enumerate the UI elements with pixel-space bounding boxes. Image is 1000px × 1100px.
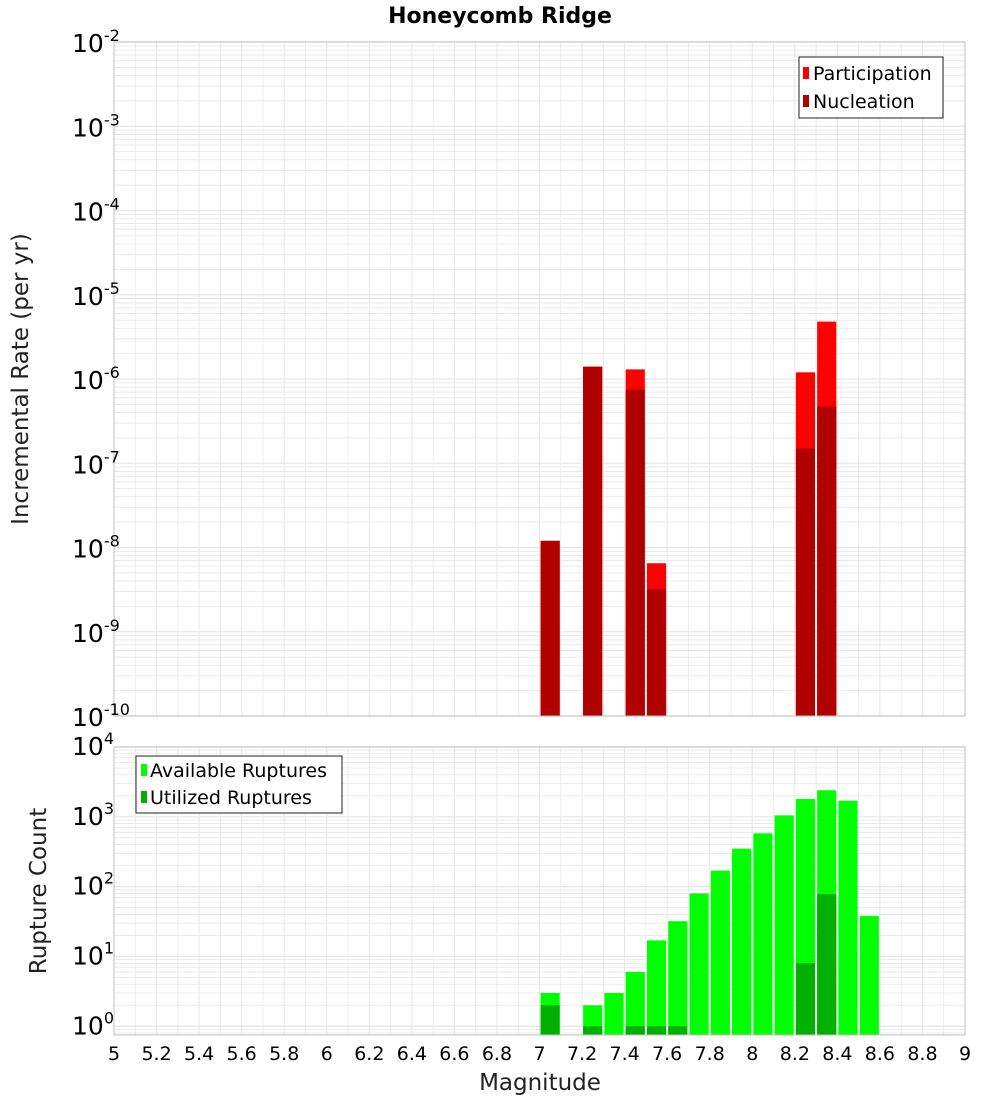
nucleation-bar — [540, 540, 560, 716]
y-tick-label: 10-5 — [72, 279, 120, 311]
x-tick-label: 5.4 — [184, 1043, 214, 1065]
x-tick-label: 8.6 — [865, 1043, 895, 1065]
utilized-bar — [583, 1026, 603, 1035]
x-tick-label: 6.6 — [439, 1043, 469, 1065]
utilized-bar — [795, 963, 816, 1035]
count-y-axis-label: Rupture Count — [26, 808, 52, 974]
available-bar — [859, 915, 879, 1035]
y-tick-label: 10-10 — [72, 700, 130, 732]
count-plot-frame — [113, 746, 966, 1036]
rate-legend-box — [798, 56, 944, 119]
rate-bars — [540, 321, 837, 716]
available-bar — [689, 893, 709, 1035]
count-y-tick-labels: 100 101 102 103 104 — [72, 729, 114, 1040]
rate-gridlines — [113, 41, 966, 717]
available-bar — [753, 833, 773, 1035]
y-tick-label: 10-8 — [72, 532, 120, 564]
participation-legend-label: Participation — [813, 63, 932, 85]
x-tick-label: 6.4 — [397, 1043, 427, 1065]
y-tick-label: 10-7 — [72, 447, 120, 479]
nucleation-bar — [583, 366, 603, 716]
nucleation-legend-swatch — [803, 95, 809, 107]
rate-y-axis-label: Incremental Rate (per yr) — [8, 233, 34, 525]
rate-legend: Participation Nucleation — [798, 56, 944, 119]
available-bar — [604, 992, 624, 1035]
magnitude-x-tick-labels: 5 5.2 5.4 5.6 5.8 6 6.2 6.4 6.6 6.8 7 7.2 7.4 7.6 7.8 8… — [108, 1043, 971, 1065]
nucleation-bar — [625, 389, 645, 716]
x-tick-label: 7.6 — [652, 1043, 682, 1065]
utilized-legend-swatch — [141, 791, 147, 803]
available-bar — [732, 848, 752, 1035]
x-tick-label: 5.6 — [227, 1043, 257, 1065]
x-tick-label: 8.2 — [780, 1043, 810, 1065]
y-tick-label: 104 — [72, 729, 114, 761]
x-tick-label: 6.8 — [482, 1043, 512, 1065]
count-legend-box — [135, 755, 343, 814]
utilized-bar — [817, 894, 837, 1035]
rate-panel: 10-10 10-9 10-8 10-7 10-6 10-5 10-4 10-3 10-2 In… — [8, 26, 966, 732]
count-panel: 100 101 102 103 104 5 5.2 5.4 5.6 5.8 6 6.2 6.4 6.6 6… — [26, 729, 971, 1096]
x-tick-label: 5.2 — [141, 1043, 171, 1065]
x-tick-label: 7.8 — [695, 1043, 725, 1065]
utilized-bar — [540, 1005, 560, 1035]
y-tick-label: 101 — [72, 938, 114, 970]
utilized-bar — [646, 1026, 667, 1035]
available-bar — [838, 800, 858, 1035]
x-tick-label: 9 — [959, 1043, 971, 1065]
available-bar — [774, 815, 794, 1035]
utilized-bar — [625, 1026, 645, 1035]
x-tick-label: 6.2 — [354, 1043, 384, 1065]
y-tick-label: 10-2 — [72, 26, 120, 58]
x-tick-label: 5.8 — [269, 1043, 299, 1065]
x-tick-label: 8 — [746, 1043, 758, 1065]
nucleation-legend-label: Nucleation — [813, 91, 915, 113]
y-tick-label: 10-6 — [72, 363, 120, 395]
x-tick-label: 6 — [321, 1043, 333, 1065]
y-tick-label: 10-9 — [72, 616, 120, 648]
nucleation-bar — [817, 406, 837, 716]
nucleation-bar — [646, 589, 667, 716]
rate-plot-frame — [113, 41, 966, 717]
y-tick-label: 100 — [72, 1008, 114, 1040]
utilized-bar — [668, 1026, 688, 1035]
count-legend: Available Ruptures Utilized Ruptures — [135, 755, 343, 814]
x-tick-label: 8.8 — [907, 1043, 937, 1065]
available-bar — [625, 971, 645, 1035]
available-legend-label: Available Ruptures — [150, 760, 327, 782]
available-bar — [710, 870, 730, 1035]
y-tick-label: 103 — [72, 799, 114, 831]
y-tick-label: 102 — [72, 869, 114, 901]
x-tick-label: 7 — [533, 1043, 545, 1065]
participation-legend-swatch — [803, 67, 809, 79]
nucleation-bar — [795, 448, 816, 716]
chart-title: Honeycomb Ridge — [388, 4, 612, 29]
utilized-legend-label: Utilized Ruptures — [150, 787, 312, 809]
x-tick-label: 8.4 — [822, 1043, 852, 1065]
y-tick-label: 10-4 — [72, 195, 120, 227]
available-bar — [668, 921, 688, 1035]
count-bars — [540, 790, 879, 1035]
available-legend-swatch — [141, 764, 147, 776]
x-axis-label: Magnitude — [479, 1070, 601, 1096]
x-tick-label: 7.4 — [609, 1043, 639, 1065]
x-tick-label: 7.2 — [567, 1043, 597, 1065]
rate-y-tick-labels: 10-10 10-9 10-8 10-7 10-6 10-5 10-4 10-3 10-2 — [72, 26, 130, 732]
y-tick-label: 10-3 — [72, 110, 120, 142]
x-tick-label: 5 — [108, 1043, 120, 1065]
available-bar — [646, 940, 667, 1035]
